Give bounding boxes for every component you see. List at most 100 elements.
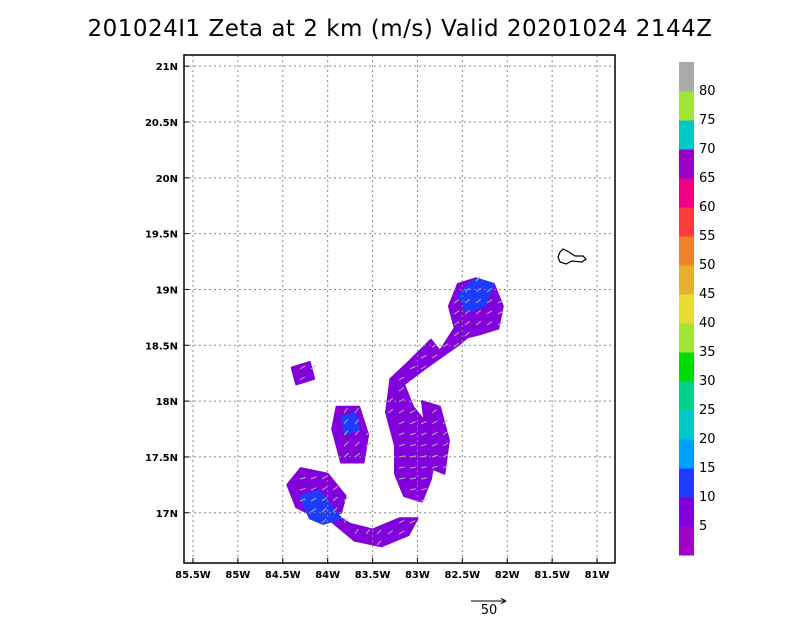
wind-vector	[420, 477, 427, 480]
wind-vectors	[299, 276, 504, 546]
colorbar-swatch	[679, 178, 694, 208]
x-tick-label: 81W	[585, 570, 610, 581]
x-tick-label: 84W	[315, 570, 340, 581]
colorbar-label: 25	[699, 403, 716, 418]
field-region-7	[290, 361, 316, 386]
colorbar-label: 30	[699, 374, 716, 389]
wind-vector	[310, 476, 317, 480]
wind-vector	[409, 432, 416, 436]
wind-vector	[464, 298, 471, 304]
wind-vector	[420, 420, 427, 425]
wind-vector	[464, 287, 470, 293]
y-tick-label: 17N	[156, 509, 178, 520]
wind-vector	[497, 299, 504, 304]
wind-vector	[343, 517, 348, 524]
colorbar-swatch	[679, 149, 694, 179]
wind-vector	[343, 452, 350, 458]
wind-vector	[321, 518, 327, 524]
y-tick-label: 20.5N	[145, 118, 178, 129]
colorbar-label: 5	[699, 519, 707, 534]
wind-vector	[453, 299, 460, 304]
colorbar-swatch	[679, 526, 694, 556]
colorbar-label: 60	[699, 200, 716, 215]
plot-frame	[183, 54, 616, 564]
wind-vector	[332, 507, 338, 513]
wind-vector	[332, 485, 339, 491]
wind-vector	[464, 309, 471, 315]
colorbar-swatch	[679, 207, 694, 237]
colorbar-swatch	[679, 439, 694, 469]
wind-vector	[431, 465, 438, 469]
wind-vector	[310, 497, 317, 502]
wind-vector	[409, 409, 416, 414]
colorbar-label: 35	[699, 345, 716, 360]
colorbar-label: 80	[699, 84, 716, 99]
wind-vector	[475, 320, 482, 326]
wind-vector	[409, 477, 416, 480]
wind-vector	[442, 453, 449, 458]
wind-vector	[365, 430, 371, 436]
wind-vector	[398, 376, 405, 381]
wind-vector	[398, 530, 405, 535]
wind-vector	[420, 498, 427, 502]
x-tick-label: 83.5W	[355, 570, 391, 581]
wind-vector	[431, 420, 438, 425]
colorbar-swatch	[679, 294, 694, 324]
wind-vector	[299, 477, 306, 480]
colorbar-swatch	[679, 497, 694, 527]
y-tick-label: 21N	[156, 62, 178, 73]
wind-vector	[420, 355, 427, 359]
x-tick-label: 82.5W	[445, 570, 481, 581]
wind-vector	[310, 508, 317, 513]
colorbar-label: 50	[699, 258, 716, 273]
grid-lines	[184, 55, 615, 563]
wind-vector	[431, 408, 438, 414]
wind-vector	[464, 331, 470, 337]
reference-vector-label: 50	[481, 603, 498, 618]
wind-vector	[398, 420, 405, 425]
reference-vector: 50	[471, 598, 507, 618]
colorbar-swatch	[679, 236, 694, 266]
wind-vector	[299, 365, 306, 370]
wind-vector	[321, 507, 327, 513]
wind-vector	[431, 354, 438, 359]
wind-vector	[398, 443, 405, 447]
wind-vector	[420, 365, 427, 370]
y-tick-label: 20N	[156, 174, 178, 185]
wind-vector	[321, 497, 328, 502]
x-tick-label: 81.5W	[534, 570, 570, 581]
wind-vector	[365, 528, 371, 535]
wind-vector	[453, 321, 460, 326]
x-tick-label: 82W	[495, 570, 520, 581]
y-tick-label: 18N	[156, 397, 178, 408]
wind-vector	[376, 540, 382, 546]
x-axis: 85.5W 85W 84.5W 84W 83.5W 83W 82.5W 82W 81.5W 81W	[175, 558, 610, 581]
wind-vector	[442, 442, 449, 447]
wind-vector	[354, 452, 361, 458]
wind-vector	[354, 430, 360, 436]
x-tick-label: 84.5W	[265, 570, 301, 581]
wind-vector	[299, 376, 306, 381]
colorbar-swatch	[679, 120, 694, 150]
y-axis: 17N 17.5N 18N 18.5N 19N 19.5N 20N 20.5N 21N	[145, 62, 189, 520]
wind-vector	[409, 421, 416, 425]
wind-vector	[453, 342, 459, 348]
wind-vector	[321, 475, 328, 480]
wind-vector	[354, 407, 359, 414]
wind-vector	[354, 419, 360, 425]
wind-vector	[497, 310, 504, 315]
wind-vector	[332, 496, 338, 502]
colorbar-swatch	[679, 352, 694, 382]
colorbar-label: 20	[699, 432, 716, 447]
wind-vector	[486, 287, 493, 293]
wind-vector	[420, 488, 427, 491]
field-region-8	[456, 277, 495, 313]
wind-vector	[453, 310, 460, 315]
wind-vector	[343, 430, 349, 436]
wind-vector	[475, 287, 481, 293]
colorbar-label: 10	[699, 490, 716, 505]
wind-vector	[398, 477, 405, 480]
wind-vector	[354, 441, 360, 447]
colorbar-label: 45	[699, 287, 716, 302]
